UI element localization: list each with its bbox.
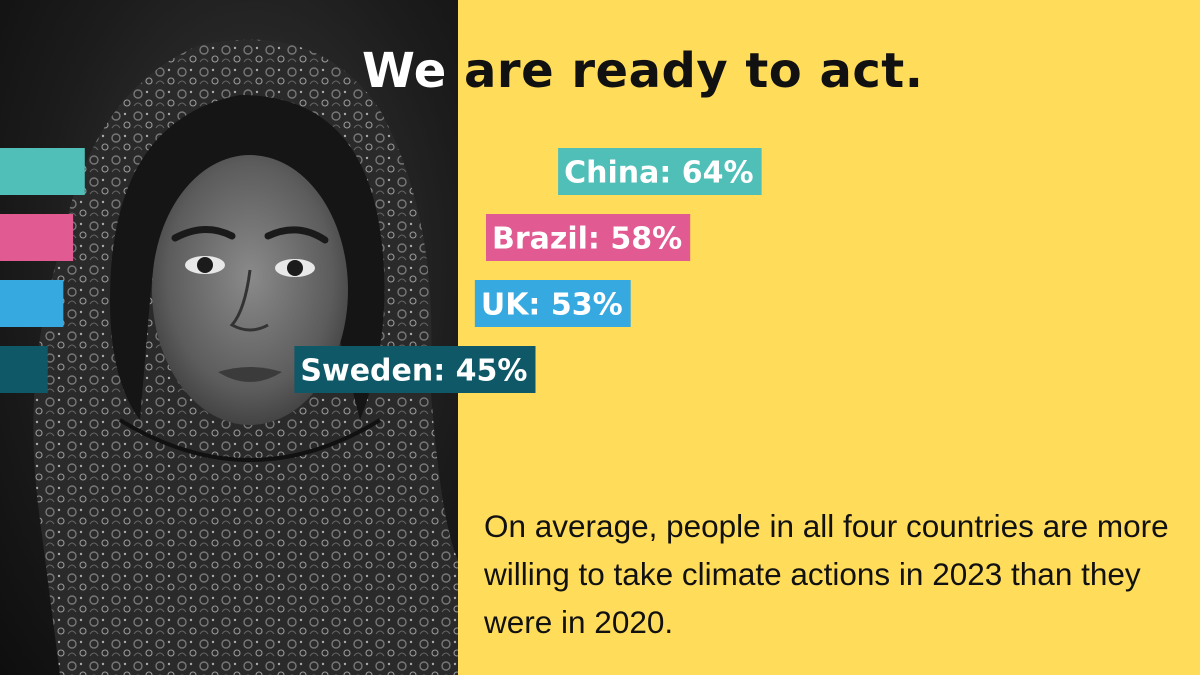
- bar-stub-brazil: [0, 214, 74, 261]
- page-title: We are ready to act.: [362, 36, 923, 106]
- title-rest: are ready to act.: [464, 43, 924, 99]
- bar-label-china: China: 64%: [564, 156, 754, 191]
- bar-label-brazil: Brazil: 58%: [492, 222, 682, 257]
- bar-stub-sweden: [0, 346, 48, 393]
- bar-label-uk: UK: 53%: [481, 288, 623, 323]
- bar-label-sweden: Sweden: 45%: [300, 354, 527, 389]
- bar-sweden: [294, 346, 536, 393]
- bar-uk: [474, 280, 631, 327]
- portrait-photo: [0, 0, 458, 675]
- bar-stub-uk: [0, 280, 64, 327]
- portrait-illustration: [33, 39, 458, 675]
- bar-china: [558, 148, 762, 195]
- summary-text: On average, people in all four countries…: [484, 508, 1169, 640]
- bar-brazil: [486, 214, 691, 261]
- title-lead-word: We: [362, 43, 447, 99]
- bar-stub-china: [0, 148, 85, 195]
- yellow-background-panel: [458, 0, 1200, 675]
